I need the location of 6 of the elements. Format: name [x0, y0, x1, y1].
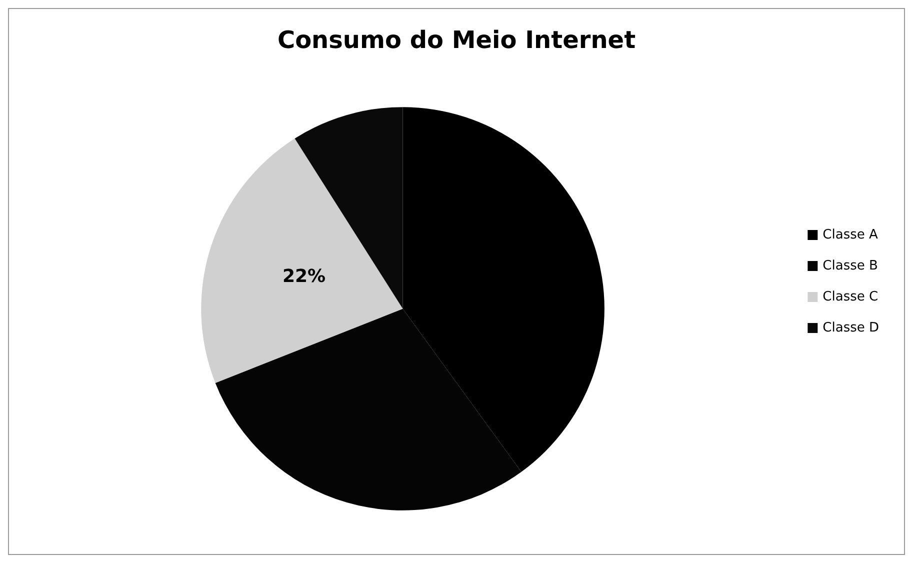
legend-label: Classe D	[822, 320, 879, 336]
legend-label: Classe B	[822, 258, 878, 274]
legend-label: Classe C	[822, 290, 878, 304]
data-label: 22%	[282, 266, 326, 288]
legend-label: Classe A	[822, 228, 878, 242]
chart-title: Consumo do Meio Internet	[277, 26, 636, 54]
